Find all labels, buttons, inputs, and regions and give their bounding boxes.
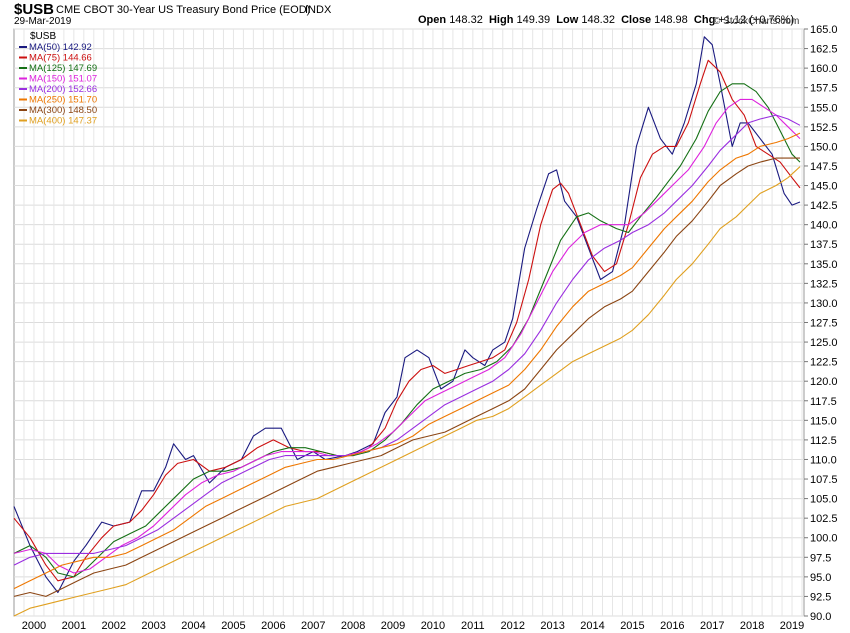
y-tick-label: 127.5 [810,318,838,330]
x-tick-label: 2002 [102,620,126,632]
chg-value: +1.12 (+0.76%) [718,14,795,26]
series-line-ma250 [13,132,801,590]
x-tick-label: 2001 [62,620,86,632]
y-tick-label: 145.0 [810,181,838,193]
series-line-ma200 [13,114,801,566]
y-tick-label: 140.0 [810,220,838,232]
y-tick-label: 117.5 [810,396,837,408]
legend-entry: MA(75) 144.66 [29,53,92,64]
y-tick-label: 92.5 [810,591,831,603]
y-tick-label: 130.0 [810,298,838,310]
y-tick-label: 122.5 [810,357,838,369]
series-line-ma75 [13,59,801,582]
open-label: Open [418,14,447,26]
y-tick-label: 120.0 [810,376,838,388]
y-tick-label: 125.0 [810,337,838,349]
y-tick-label: 95.0 [810,572,831,584]
legend-entry: MA(150) 151.07 [29,74,97,85]
y-tick-label: 90.0 [810,611,831,623]
close-label: Close [621,14,652,26]
close-value: 148.98 [654,14,688,26]
y-tick-label: 105.0 [810,494,838,506]
grid [14,28,804,617]
low-value: 148.32 [581,14,615,26]
legend-entry: MA(300) 148.50 [29,105,97,116]
x-tick-label: 2015 [620,620,644,632]
y-tick-label: 142.5 [810,200,838,212]
legend-entry: MA(400) 147.37 [29,116,97,127]
x-tick-label: 2017 [700,620,724,632]
x-tick-label: 2004 [181,620,205,632]
y-tick-label: 165.0 [810,24,838,36]
y-tick-label: 97.5 [810,552,831,564]
y-tick-label: 162.5 [810,44,838,56]
legend-entry: MA(125) 147.69 [29,63,97,74]
y-tick-label: 147.5 [810,161,838,173]
y-tick-label: 100.0 [810,533,838,545]
y-tick-label: 152.5 [810,122,838,134]
y-tick-label: 102.5 [810,513,838,525]
x-tick-label: 2014 [580,620,604,632]
x-axis: 2000 2001 2002 2003 2004 2005 2006 2007 2008 2009… [22,620,805,632]
y-tick-label: 115.0 [810,415,837,427]
instrument-name: CME CBOT 30-Year US Treasury Bond Price … [56,4,311,16]
x-tick-label: 2019 [780,620,804,632]
x-tick-label: 2016 [660,620,684,632]
y-tick-label: 135.0 [810,259,838,271]
x-tick-label: 2009 [381,620,405,632]
x-tick-label: 2013 [540,620,564,632]
exchange-label: INDX [305,4,332,16]
x-tick-label: 2018 [740,620,764,632]
watermark: © StockCharts.com [713,16,800,27]
x-tick-label: 2006 [261,620,285,632]
open-value: 148.32 [449,14,483,26]
series-line-ma400 [13,166,801,617]
high-label: High [488,14,514,26]
y-tick-label: 112.5 [810,435,837,447]
high-value: 149.39 [516,14,551,26]
x-tick-label: 2000 [22,620,46,632]
y-tick-label: 107.5 [810,474,838,486]
legend-title: $USB [30,31,56,42]
x-tick-label: 2011 [461,620,485,632]
y-tick-label: 110.0 [810,454,837,466]
x-tick-label: 2010 [421,620,445,632]
y-axis: 165.0 162.5 160.0 157.5 155.0 152.5 150.0 147.5… [804,24,838,623]
chart-symbol: $USB [14,1,55,18]
y-tick-label: 157.5 [810,83,838,95]
series-line-ma50 [13,36,801,594]
legend-entry: MA(200) 152.66 [29,84,97,95]
series-lines [13,36,801,617]
legend-entry: MA(50) 142.92 [29,42,92,53]
series-line-ma125 [13,83,801,578]
series-line-ma300 [13,157,800,597]
legend-entry: MA(250) 151.70 [29,95,97,106]
chart-date: 29-Mar-2019 [14,16,72,27]
low-label: Low [556,14,579,26]
series-line-ma150 [13,98,801,574]
x-tick-label: 2008 [341,620,365,632]
x-tick-label: 2012 [500,620,524,632]
x-tick-label: 2005 [221,620,245,632]
chg-label: Chg [693,14,716,26]
y-tick-label: 155.0 [810,102,838,114]
x-tick-label: 2007 [301,620,325,632]
y-tick-label: 160.0 [810,63,838,75]
ohlc-readout: Open 148.32 High 149.39 Low 148.32 Close… [418,14,794,26]
y-tick-label: 150.0 [810,141,838,153]
y-tick-label: 132.5 [810,278,838,290]
x-tick-label: 2003 [141,620,165,632]
y-tick-label: 137.5 [810,239,838,251]
